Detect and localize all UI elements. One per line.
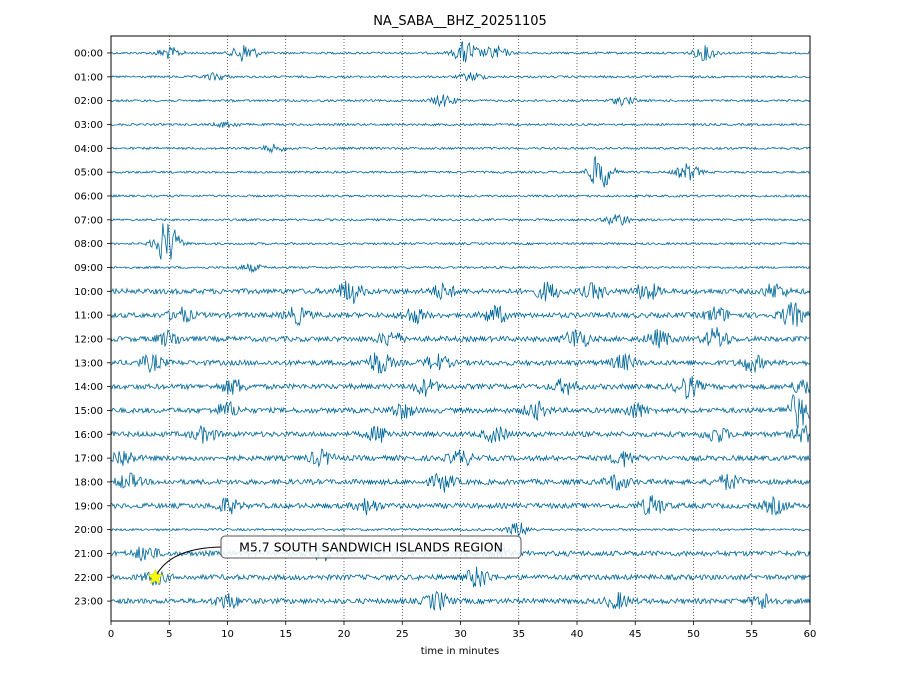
y-tick-label: 20:00 xyxy=(74,525,103,536)
event-connector xyxy=(154,546,222,578)
trace-0000 xyxy=(110,40,810,63)
trace-0300 xyxy=(110,120,811,129)
y-tick-label: 09:00 xyxy=(74,263,103,274)
x-tick-label: 15 xyxy=(279,629,292,640)
y-tick-label: 13:00 xyxy=(74,358,103,369)
trace-1200 xyxy=(110,327,811,349)
y-tick-label: 10:00 xyxy=(74,287,103,298)
x-axis: 0 5 10 15 20 25 30 35 40 45 50 55 60 xyxy=(108,621,817,640)
trace-layer xyxy=(110,40,811,611)
x-tick-label: 45 xyxy=(629,629,642,640)
x-tick-label: 60 xyxy=(804,629,817,640)
y-tick-label: 11:00 xyxy=(74,311,103,322)
trace-0400 xyxy=(110,143,811,154)
y-tick-label: 07:00 xyxy=(74,215,103,226)
event-label: M5.7 SOUTH SANDWICH ISLANDS REGION xyxy=(239,540,503,555)
y-tick-label: 03:00 xyxy=(74,120,103,131)
trace-1500 xyxy=(111,394,811,429)
x-tick-label: 20 xyxy=(338,629,351,640)
y-tick-label: 22:00 xyxy=(74,573,103,584)
x-tick-label: 35 xyxy=(512,629,525,640)
x-tick-label: 30 xyxy=(454,629,467,640)
trace-2300 xyxy=(110,590,811,611)
x-tick-label: 0 xyxy=(108,629,114,640)
x-tick-label: 5 xyxy=(166,629,172,640)
trace-1900 xyxy=(110,495,811,517)
trace-0500 xyxy=(110,156,811,188)
y-tick-label: 14:00 xyxy=(74,382,103,393)
y-tick-label: 19:00 xyxy=(74,501,103,512)
y-tick-label: 12:00 xyxy=(74,334,103,345)
trace-1300 xyxy=(110,352,811,374)
trace-2200 xyxy=(110,566,811,588)
x-tick-label: 40 xyxy=(571,629,584,640)
trace-0900 xyxy=(110,263,811,274)
y-tick-label: 02:00 xyxy=(74,96,103,107)
trace-0800 xyxy=(110,223,811,260)
event-annotation: M5.7 SOUTH SANDWICH ISLANDS REGION xyxy=(147,535,522,585)
x-tick-label: 55 xyxy=(745,629,758,640)
y-tick-label: 21:00 xyxy=(74,549,103,560)
trace-1400 xyxy=(110,376,811,399)
x-tick-label: 25 xyxy=(396,629,409,640)
y-tick-label: 18:00 xyxy=(74,477,103,488)
y-tick-label: 06:00 xyxy=(74,191,103,202)
y-tick-label: 15:00 xyxy=(74,406,103,417)
x-tick-label: 10 xyxy=(221,629,234,640)
y-tick-label: 04:00 xyxy=(74,144,103,155)
trace-0100 xyxy=(111,72,811,82)
trace-0600 xyxy=(110,194,811,198)
trace-2000 xyxy=(110,522,811,537)
y-tick-label: 16:00 xyxy=(74,430,103,441)
y-tick-label: 00:00 xyxy=(74,49,103,60)
x-tick-label: 50 xyxy=(687,629,700,640)
event-label-box xyxy=(220,535,522,559)
trace-1700 xyxy=(110,448,811,468)
trace-0700 xyxy=(110,213,810,226)
y-axis: 00:00 01:00 02:00 03:00 04:00 05:00 06:00 07:00… xyxy=(74,49,111,608)
y-tick-label: 01:00 xyxy=(74,72,103,83)
trace-0200 xyxy=(110,94,811,108)
y-tick-label: 08:00 xyxy=(74,239,103,250)
y-tick-label: 17:00 xyxy=(74,454,103,465)
trace-1100 xyxy=(110,302,811,327)
x-axis-label: time in minutes xyxy=(421,646,500,657)
trace-1800 xyxy=(110,472,811,493)
trace-1000 xyxy=(110,280,811,304)
chart-title: NA_SABA__BHZ_20251105 xyxy=(373,14,547,29)
event-star-icon xyxy=(147,568,164,585)
y-tick-label: 05:00 xyxy=(74,168,103,179)
y-tick-label: 23:00 xyxy=(74,597,103,608)
trace-1600 xyxy=(110,424,811,444)
